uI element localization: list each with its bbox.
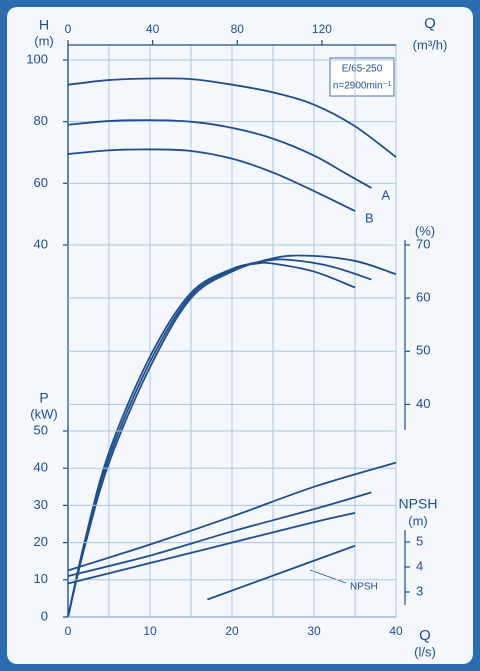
axis-label: P <box>39 390 48 406</box>
curve <box>67 261 356 618</box>
y-tick-label: 10 <box>34 571 48 586</box>
curve <box>67 254 397 618</box>
y-tick-label: 50 <box>34 422 48 437</box>
y-tick-label: 60 <box>416 290 430 305</box>
panel <box>7 7 473 664</box>
x-axis-unit: (l/s) <box>414 644 436 659</box>
y-tick-label: 80 <box>34 113 48 128</box>
axis-unit: (m) <box>34 33 54 48</box>
model: E/65-250 <box>342 64 383 75</box>
curve <box>67 148 356 212</box>
y-tick-label: 0 <box>41 608 48 623</box>
y-tick-label: 40 <box>34 460 48 475</box>
y-tick-label: 50 <box>416 343 430 358</box>
axis-label: NPSH <box>399 496 438 512</box>
y-tick-label: 5 <box>416 533 423 548</box>
x-tick-label: 0 <box>65 624 72 638</box>
y-tick-label: 4 <box>416 558 423 573</box>
top-tick-label: 0 <box>65 22 72 36</box>
npsh-leader <box>309 569 347 584</box>
curve <box>207 544 356 601</box>
y-tick-label: 3 <box>416 583 423 598</box>
y-tick-label: 70 <box>416 236 430 251</box>
curve <box>67 491 372 577</box>
top-tick-label: 120 <box>312 22 332 36</box>
series-label: NPSH <box>350 582 378 593</box>
axis-unit: (%) <box>415 223 435 238</box>
axis-unit: (m) <box>408 513 428 528</box>
series-label: B <box>365 211 374 226</box>
y-tick-label: 20 <box>34 534 48 549</box>
y-tick-label: 40 <box>34 236 48 251</box>
y-tick-label: 40 <box>416 396 430 411</box>
model-box <box>329 57 395 97</box>
y-tick-label: 100 <box>26 51 48 66</box>
top-axis-unit: (m³/h) <box>413 37 448 52</box>
speed: n=2900min⁻¹ <box>333 81 392 92</box>
x-tick-label: 10 <box>143 624 157 638</box>
axis-label: H <box>39 17 49 33</box>
top-axis-label: Q <box>424 15 436 32</box>
curve <box>67 511 356 585</box>
x-tick-label: 20 <box>225 624 239 638</box>
top-tick-label: 40 <box>146 22 160 36</box>
x-tick-label: 40 <box>389 624 403 638</box>
series-label: A <box>381 187 390 202</box>
curve <box>67 77 397 158</box>
y-tick-label: 30 <box>34 497 48 512</box>
curve <box>67 461 397 572</box>
x-tick-label: 30 <box>307 624 321 638</box>
curve <box>67 119 372 189</box>
x-axis-label: Q <box>419 627 431 644</box>
axis-unit: (kW) <box>30 406 57 421</box>
top-tick-label: 80 <box>231 22 245 36</box>
y-tick-label: 60 <box>34 175 48 190</box>
